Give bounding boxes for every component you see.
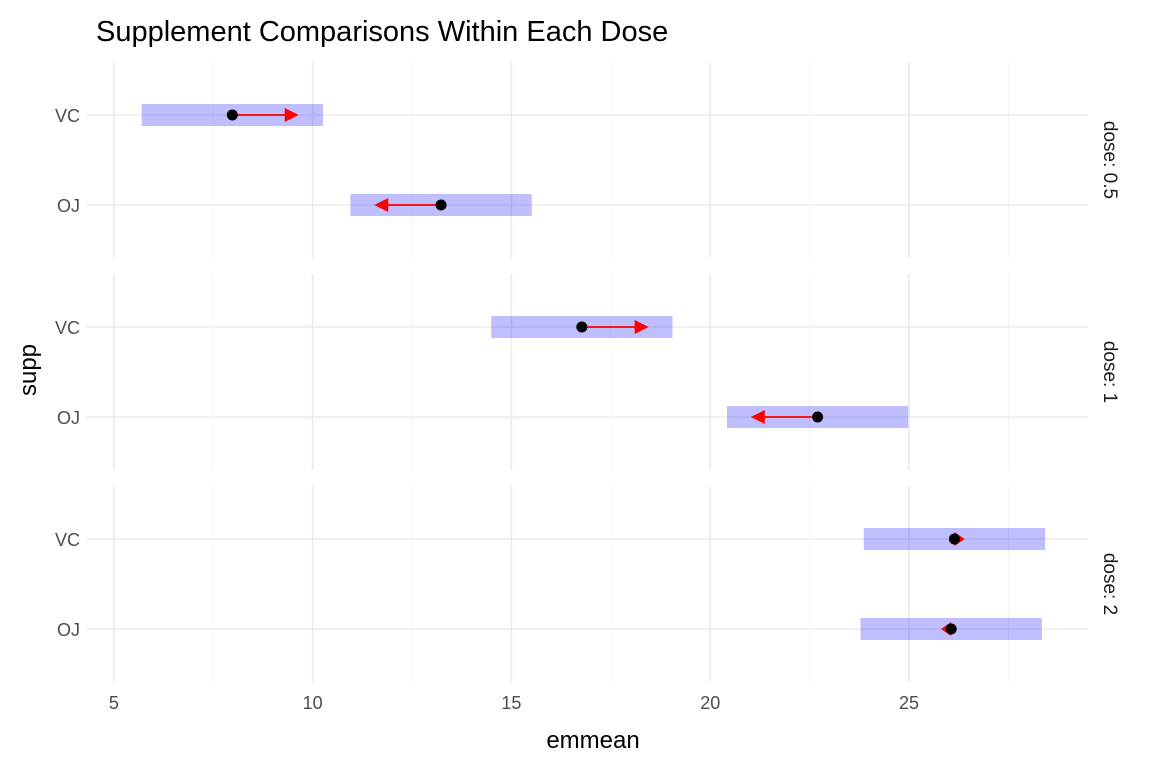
comparison-arrow-head xyxy=(284,108,299,122)
comparison-arrow-head xyxy=(634,320,649,334)
facet-panels: VC OJ dose: 0.5 VC OJ dose: 1 VC OJ dose: 2 xyxy=(55,62,1120,682)
emmean-point xyxy=(226,109,238,121)
y-tick-label: OJ xyxy=(57,408,80,428)
y-tick-label: VC xyxy=(55,530,80,550)
emmean-point xyxy=(948,533,960,545)
chart-title: Supplement Comparisons Within Each Dose xyxy=(96,16,668,48)
x-tick-label: 25 xyxy=(899,693,919,713)
y-axis-title: supp xyxy=(15,344,42,396)
comparison-arrow-head xyxy=(750,410,765,424)
y-tick-label: VC xyxy=(55,318,80,338)
facet-panel: VC OJ dose: 0.5 xyxy=(55,62,1120,258)
y-tick-label: OJ xyxy=(57,620,80,640)
y-tick-label: VC xyxy=(55,106,80,126)
emmean-point xyxy=(945,623,957,635)
facet-strip-label: dose: 0.5 xyxy=(1099,121,1120,199)
facet-strip-label: dose: 1 xyxy=(1099,341,1120,403)
emmean-point xyxy=(435,199,447,211)
facet-strip-label: dose: 2 xyxy=(1099,553,1120,615)
y-tick-label: OJ xyxy=(57,196,80,216)
x-axis-ticks: 5 10 15 20 25 xyxy=(109,693,919,713)
x-tick-label: 20 xyxy=(700,693,720,713)
x-tick-label: 10 xyxy=(303,693,323,713)
x-tick-label: 15 xyxy=(501,693,521,713)
comparison-arrow-head xyxy=(374,198,389,212)
emmean-point xyxy=(812,411,824,423)
facet-panel: VC OJ dose: 2 xyxy=(55,486,1120,682)
emmean-point xyxy=(576,321,588,333)
x-tick-label: 5 xyxy=(109,693,119,713)
facet-panel: VC OJ dose: 1 xyxy=(55,274,1120,470)
x-axis-title: emmean xyxy=(546,727,639,754)
